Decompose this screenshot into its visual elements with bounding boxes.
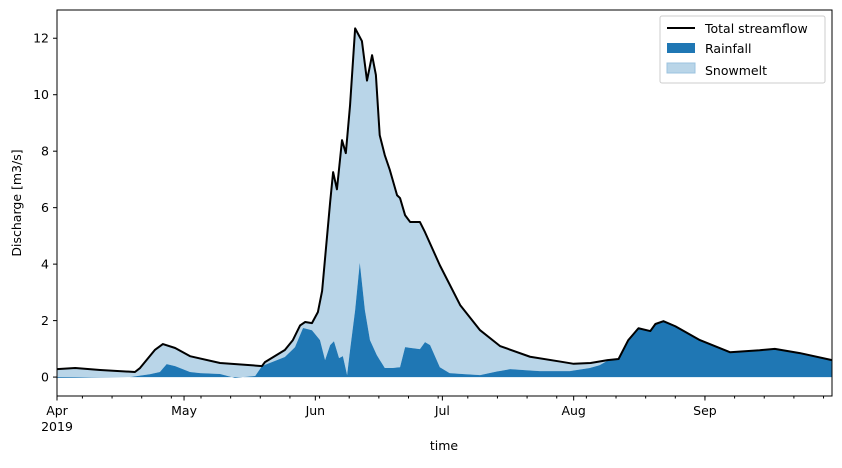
x-tick-label: Apr: [46, 403, 68, 418]
x-tick-label: Aug: [561, 403, 585, 418]
x-tick-label: Sep: [693, 403, 717, 418]
y-tick-label: 2: [41, 313, 49, 328]
x-tick-label: Jun: [305, 403, 326, 418]
x-tick-label: Jul: [434, 403, 450, 418]
legend-swatch-snowmelt: [666, 62, 696, 74]
x-axis-label: time: [430, 438, 459, 453]
legend-label-rainfall: Rainfall: [705, 41, 751, 56]
y-axis-label: Discharge [m3/s]: [9, 149, 24, 256]
y-tick-label: 0: [41, 370, 49, 385]
total-streamflow-line: [56, 27, 833, 373]
x-tick-label: May: [171, 403, 197, 418]
legend-label-snowmelt: Snowmelt: [705, 63, 767, 78]
legend-box: [659, 15, 826, 84]
x-tick-year-label: 2019: [41, 419, 73, 434]
legend-label-total: Total streamflow: [704, 21, 808, 36]
rainfall-area: [57, 262, 832, 378]
legend-swatch-rainfall: [667, 43, 695, 53]
plot-frame: [56, 9, 833, 397]
y-tick-label: 6: [41, 200, 49, 215]
legend: Total streamflow Rainfall Snowmelt: [659, 15, 826, 84]
y-tick-label: 10: [33, 87, 49, 102]
snowmelt-area: [57, 28, 832, 378]
y-tick-label: 8: [41, 144, 49, 159]
y-tick-label: 12: [33, 31, 49, 46]
y-tick-label: 4: [41, 257, 49, 272]
